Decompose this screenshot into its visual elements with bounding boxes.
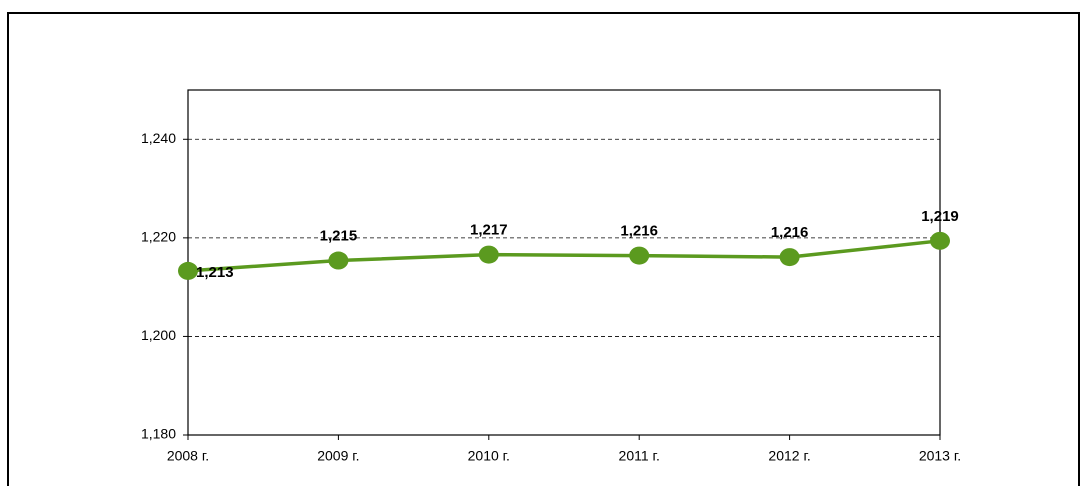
data-label: 1,217 [470,222,508,239]
x-tick-label: 2008 г. [167,448,209,464]
data-point [478,245,499,264]
series-line [187,239,941,273]
data-point [178,261,198,280]
y-tick-label: 1,200 [141,327,176,343]
x-tick-label: 2012 г. [768,448,810,464]
data-label: 1,216 [620,223,658,240]
data-label: 1,216 [771,224,809,241]
x-tick-label: 2010 г. [468,448,510,464]
data-label: 1,213 [196,264,234,281]
chart-frame [7,12,1080,486]
data-point [779,248,800,267]
x-tick-label: 2013 г. [919,448,961,464]
data-label: 1,219 [921,208,959,225]
data-point [930,231,950,250]
x-tick-label: 2009 г. [317,448,359,464]
data-point [629,246,650,265]
y-tick-label: 1,240 [141,130,176,146]
y-tick-label: 1,220 [141,229,176,245]
data-label: 1,215 [320,227,358,244]
y-tick-label: 1,180 [141,426,176,442]
data-point [328,251,349,270]
x-tick-label: 2011 г. [619,448,660,464]
